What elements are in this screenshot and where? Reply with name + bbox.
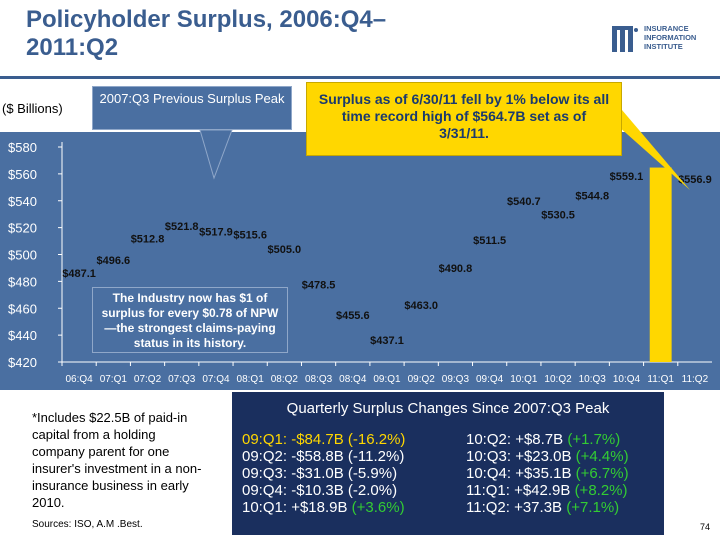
data-label: $515.6 [233, 230, 267, 242]
changes-right-column: 10:Q2: +$8.7B (+1.7%) 10:Q3: +$23.0B (+4.… [466, 431, 629, 516]
change-percent: (-11.2%) [347, 448, 405, 465]
change-percent: (+7.1%) [566, 499, 620, 516]
sources: Sources: ISO, A.M .Best. [32, 519, 143, 530]
logo-text: INSURANCE INFORMATION INSTITUTE [644, 24, 714, 51]
change-percent: (+8.2%) [574, 482, 628, 499]
x-tick-label: 07:Q4 [202, 374, 230, 385]
change-row: 11:Q1: +$42.9B (+8.2%) [466, 482, 629, 499]
x-tick-label: 11:Q2 [682, 374, 709, 385]
logo-line-3: INSTITUTE [644, 42, 683, 51]
y-tick-label: $500 [8, 248, 37, 263]
footnote: *Includes $22.5B of paid-in capital from… [32, 410, 202, 510]
data-label: $463.0 [404, 300, 438, 312]
change-row: 09:Q4: -$10.3B (-2.0%) [242, 482, 405, 499]
industry-strength-callout: The Industry now has $1 of surplus for e… [92, 287, 288, 353]
data-label: $511.5 [473, 235, 506, 247]
change-value: 09:Q3: -$31.0B [242, 465, 348, 482]
change-row: 10:Q4: +$35.1B (+6.7%) [466, 465, 629, 482]
change-value: 10:Q2: +$8.7B [466, 431, 568, 448]
record-high-callout: Surplus as of 6/30/11 fell by 1% below i… [306, 82, 622, 156]
change-row: 09:Q1: -$84.7B (-16.2%) [242, 431, 405, 448]
x-tick-label: 06:Q4 [65, 374, 93, 385]
bar-highlight [649, 167, 672, 362]
previous-peak-callout: 2007:Q3 Previous Surplus Peak [92, 86, 292, 130]
change-row: 09:Q3: -$31.0B (-5.9%) [242, 465, 405, 482]
iii-logo-icon [612, 26, 638, 52]
change-value: 09:Q4: -$10.3B [242, 482, 348, 499]
change-percent: (-2.0%) [347, 482, 398, 499]
change-percent: (-16.2%) [347, 431, 406, 448]
y-axis-units-label: ($ Billions) [2, 101, 63, 116]
data-label: $455.6 [336, 310, 370, 322]
logo-line-2: INFORMATION [644, 33, 697, 42]
change-percent: (+6.7%) [575, 465, 629, 482]
record-callout-pointer [600, 110, 690, 190]
data-label: $559.1 [610, 171, 644, 183]
x-tick-label: 09:Q1 [373, 374, 401, 385]
data-label: $521.8 [165, 221, 199, 233]
change-percent: (+3.6%) [351, 499, 405, 516]
y-tick-label: $540 [8, 194, 37, 209]
x-tick-label: 08:Q4 [339, 374, 367, 385]
change-row: 09:Q2: -$58.8B (-11.2%) [242, 448, 405, 465]
change-value: 10:Q1: +$18.9B [242, 499, 352, 516]
change-value: 09:Q1: -$84.7B [242, 431, 348, 448]
change-value: 11:Q2: +37.3B [466, 499, 567, 516]
change-value: 10:Q3: +$23.0B [466, 448, 576, 465]
change-value: 10:Q4: +$35.1B [466, 465, 576, 482]
change-row: 11:Q2: +37.3B (+7.1%) [466, 499, 629, 516]
change-percent: (+4.4%) [575, 448, 629, 465]
peak-callout-pointer [199, 129, 233, 180]
x-tick-label: 09:Q3 [442, 374, 470, 385]
x-tick-label: 07:Q2 [134, 374, 162, 385]
x-tick-label: 09:Q2 [408, 374, 436, 385]
data-label: $556.9 [678, 174, 712, 186]
x-tick-label: 08:Q1 [237, 374, 265, 385]
change-value: 09:Q2: -$58.8B [242, 448, 348, 465]
data-label: $490.8 [439, 263, 473, 275]
logo-line-1: INSURANCE [644, 24, 689, 33]
y-tick-label: $440 [8, 328, 37, 343]
x-tick-label: 08:Q2 [271, 374, 299, 385]
y-tick-label: $520 [8, 221, 37, 236]
y-tick-label: $560 [8, 167, 37, 182]
y-tick-label: $480 [8, 274, 37, 289]
y-tick-label: $420 [8, 355, 37, 370]
changes-panel [232, 392, 664, 535]
data-label: $505.0 [268, 244, 302, 256]
x-tick-label: 09:Q4 [476, 374, 504, 385]
change-percent: (-5.9%) [347, 465, 398, 482]
data-label: $540.7 [507, 196, 541, 208]
y-tick-label: $460 [8, 301, 37, 316]
data-label: $487.1 [62, 268, 96, 280]
title-divider [0, 76, 720, 79]
x-tick-label: 10:Q4 [613, 374, 641, 385]
change-percent: (+1.7%) [567, 431, 621, 448]
x-tick-label: 10:Q3 [579, 374, 607, 385]
x-tick-label: 11:Q1 [647, 374, 674, 385]
changes-left-column: 09:Q1: -$84.7B (-16.2%) 09:Q2: -$58.8B (-… [242, 431, 405, 516]
change-row: 10:Q3: +$23.0B (+4.4%) [466, 448, 629, 465]
data-label: $517.9 [199, 226, 233, 238]
x-tick-label: 08:Q3 [305, 374, 333, 385]
x-tick-label: 07:Q3 [168, 374, 196, 385]
x-tick-label: 07:Q1 [100, 374, 128, 385]
data-label: $544.8 [575, 190, 609, 202]
change-row: 10:Q2: +$8.7B (+1.7%) [466, 431, 629, 448]
change-value: 11:Q1: +$42.9B [466, 482, 575, 499]
change-row: 10:Q1: +$18.9B (+3.6%) [242, 499, 405, 516]
data-label: $530.5 [541, 210, 575, 222]
data-label: $512.8 [131, 233, 165, 245]
page-number: 74 [700, 522, 711, 532]
page-title: Policyholder Surplus, 2006:Q4–2011:Q2 [26, 6, 387, 61]
changes-panel-title: Quarterly Surplus Changes Since 2007:Q3 … [286, 400, 610, 417]
data-label: $496.6 [96, 255, 130, 267]
x-tick-label: 10:Q1 [510, 374, 538, 385]
data-label: $437.1 [370, 335, 404, 347]
x-tick-label: 10:Q2 [544, 374, 572, 385]
y-tick-label: $580 [8, 140, 37, 155]
data-label: $478.5 [302, 279, 336, 291]
